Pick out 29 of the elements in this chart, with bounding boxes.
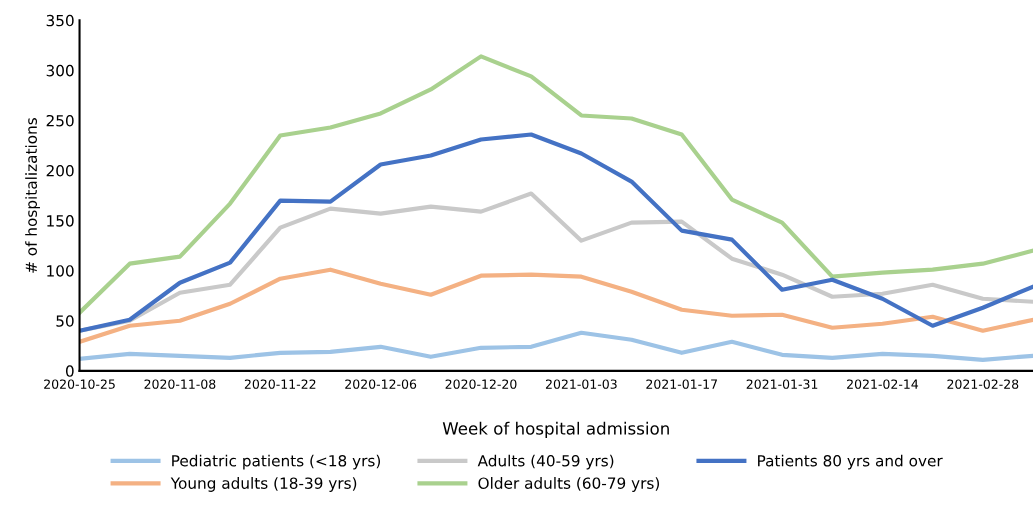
x-tick-label: 2020-12-06 (345, 379, 417, 389)
x-tick-label: 2020-11-08 (144, 379, 216, 389)
y-tick-label: 350 (46, 14, 74, 27)
legend-label: Pediatric patients (<18 yrs) (172, 454, 381, 470)
y-tick-label: 150 (47, 215, 74, 227)
y-tick-label: 0 (65, 365, 74, 377)
line-series (79, 54, 1033, 315)
legend-label: Patients 80 yrs and over (758, 454, 943, 470)
y-tick-label: 100 (47, 265, 74, 277)
x-tick-label: 2021-01-31 (746, 379, 818, 389)
x-axis-title: Week of hospital admission (442, 421, 669, 438)
x-tick-label: 2021-01-03 (545, 379, 617, 389)
line-series (79, 330, 1033, 362)
x-tick-label: 2020-10-25 (44, 379, 115, 389)
legend-label: Older adults (60-79 yrs) (478, 477, 660, 492)
x-tick-label: 2021-02-28 (947, 379, 1019, 389)
legend-label: Adults (40-59 yrs) (477, 454, 614, 470)
x-tick-label: 2021-02-14 (847, 379, 919, 389)
x-tick-label: 2020-11-22 (244, 379, 316, 389)
x-tick-label: 2021-01-17 (646, 379, 717, 389)
y-tick-label: 300 (46, 64, 74, 77)
y-tick-label: 250 (46, 114, 74, 127)
y-axis-title: # of hospitalizations (25, 118, 40, 273)
line-series (79, 132, 1033, 333)
legend-label: Young adults (18-39 yrs) (170, 477, 357, 492)
line-series (79, 267, 1033, 344)
y-tick-label: 200 (46, 165, 74, 177)
x-tick-label: 2020-12-20 (445, 379, 517, 389)
y-tick-label: 50 (56, 315, 74, 327)
